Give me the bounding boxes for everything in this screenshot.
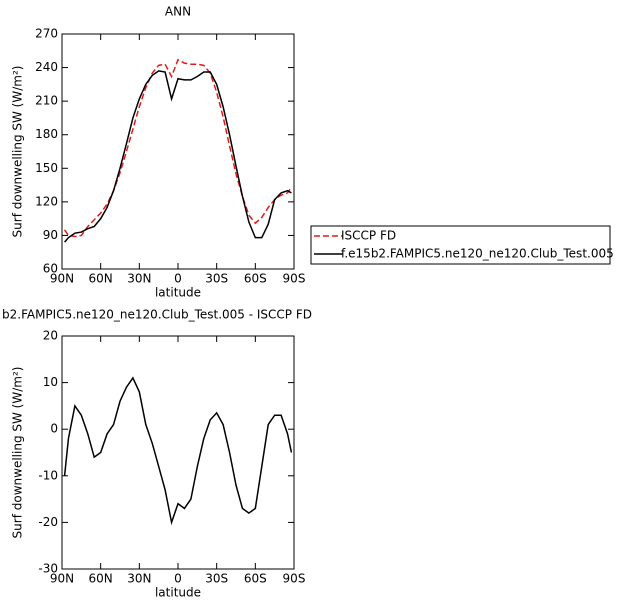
y-tick-label: -30 — [38, 562, 58, 576]
y-tick-label: -20 — [38, 515, 58, 529]
x-tick-label: 60S — [244, 272, 267, 286]
plot-frame — [61, 33, 295, 270]
y-tick-label: -10 — [38, 468, 58, 482]
x-tick-label: 60S — [244, 572, 267, 586]
data-line — [63, 58, 293, 238]
data-line — [63, 376, 293, 526]
x-tick-label: 90S — [283, 572, 306, 586]
x-tick-label: 0 — [174, 572, 182, 586]
y-tick-label: 10 — [43, 375, 58, 389]
y-tick-label: 0 — [50, 422, 58, 436]
legend-label: f.e15b2.FAMPIC5.ne120_ne120.Club_Test.00… — [341, 247, 614, 261]
chart-title: b2.FAMPIC5.ne120_ne120.Club_Test.005 - I… — [2, 308, 312, 322]
x-axis-label: latitude — [155, 586, 201, 600]
x-tick-label: 30N — [127, 272, 151, 286]
y-axis-label: Surf downwelling SW (W/m²) — [11, 367, 25, 539]
y-tick-label: 120 — [35, 194, 58, 208]
y-tick-label: 150 — [35, 161, 58, 175]
y-tick-label: 270 — [35, 27, 58, 41]
y-tick-label: 210 — [35, 94, 58, 108]
x-tick-label: 60N — [89, 572, 113, 586]
x-tick-label: 90N — [50, 572, 74, 586]
y-tick-label: 180 — [35, 127, 58, 141]
data-line — [64, 70, 292, 243]
x-tick-label: 30N — [127, 572, 151, 586]
x-axis-label: latitude — [155, 286, 201, 300]
legend-box — [310, 225, 611, 265]
x-tick-label: 30S — [205, 272, 228, 286]
y-axis-label: Surf downwelling SW (W/m²) — [11, 66, 25, 238]
plot-frame — [61, 335, 295, 570]
y-tick-label: 240 — [35, 60, 58, 74]
y-tick-label: 20 — [43, 329, 58, 343]
x-tick-label: 0 — [174, 272, 182, 286]
y-tick-label: 90 — [43, 228, 58, 242]
x-tick-label: 90N — [50, 272, 74, 286]
x-tick-label: 30S — [205, 572, 228, 586]
x-tick-label: 90S — [283, 272, 306, 286]
legend-label: ISCCP FD — [341, 229, 396, 243]
chart-title: ANN — [165, 5, 191, 19]
x-tick-label: 60N — [89, 272, 113, 286]
y-tick-label: 60 — [43, 262, 58, 276]
